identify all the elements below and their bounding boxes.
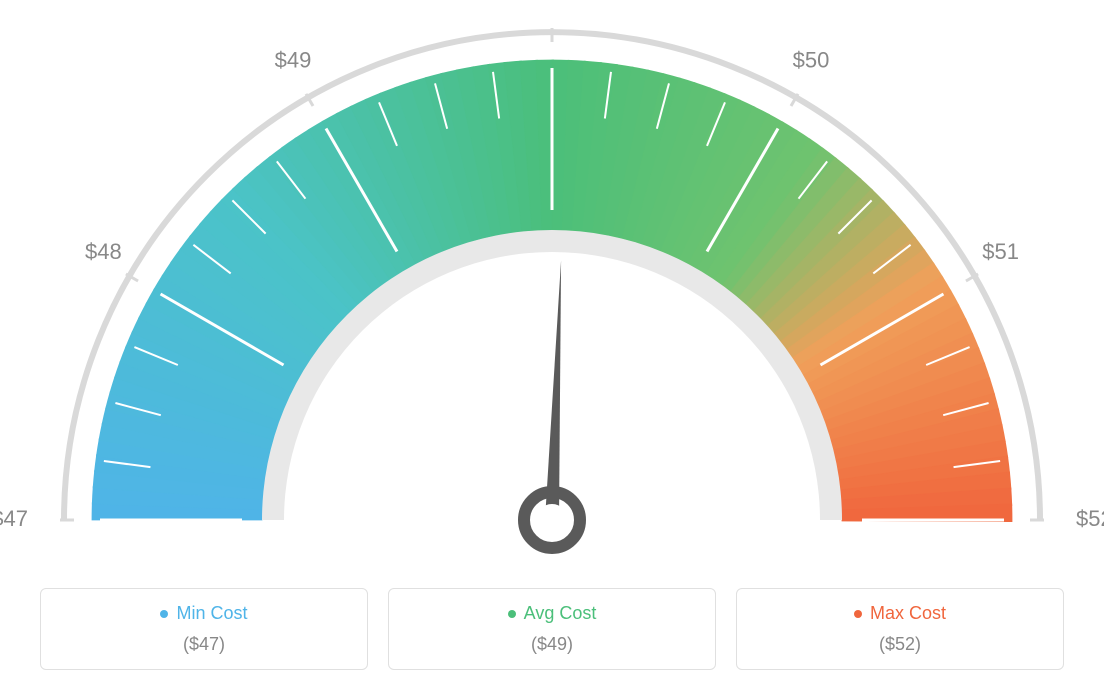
legend-dot-avg bbox=[508, 610, 516, 618]
svg-text:$47: $47 bbox=[0, 506, 28, 531]
legend-card-max: Max Cost ($52) bbox=[736, 588, 1064, 670]
svg-text:$48: $48 bbox=[85, 239, 122, 264]
gauge-chart-container: $47 $48 $49 $49 $50 $51 $52 Min Cost ($47) Avg… bbox=[0, 0, 1104, 690]
legend-label-max: Max Cost bbox=[870, 603, 946, 624]
legend-card-avg: Avg Cost ($49) bbox=[388, 588, 716, 670]
gauge-svg: $47 $48 $49 $49 $50 $51 $52 bbox=[0, 0, 1104, 560]
legend-label-min: Min Cost bbox=[176, 603, 247, 624]
legend-value-min: ($47) bbox=[61, 634, 347, 655]
legend-title-max: Max Cost bbox=[854, 603, 946, 624]
svg-text:$49: $49 bbox=[275, 47, 312, 72]
legend-dot-min bbox=[160, 610, 168, 618]
legend-card-min: Min Cost ($47) bbox=[40, 588, 368, 670]
gauge-area: $47 $48 $49 $49 $50 $51 $52 bbox=[0, 0, 1104, 560]
legend-title-min: Min Cost bbox=[160, 603, 247, 624]
svg-text:$50: $50 bbox=[793, 47, 830, 72]
svg-text:$52: $52 bbox=[1076, 506, 1104, 531]
legend-value-avg: ($49) bbox=[409, 634, 695, 655]
legend-value-max: ($52) bbox=[757, 634, 1043, 655]
needle-pivot-inner bbox=[536, 504, 568, 536]
needle bbox=[545, 260, 561, 520]
svg-text:$49: $49 bbox=[534, 0, 571, 1]
legend-dot-max bbox=[854, 610, 862, 618]
legend-label-avg: Avg Cost bbox=[524, 603, 597, 624]
legend-row: Min Cost ($47) Avg Cost ($49) Max Cost (… bbox=[40, 588, 1064, 670]
legend-title-avg: Avg Cost bbox=[508, 603, 597, 624]
svg-text:$51: $51 bbox=[982, 239, 1019, 264]
